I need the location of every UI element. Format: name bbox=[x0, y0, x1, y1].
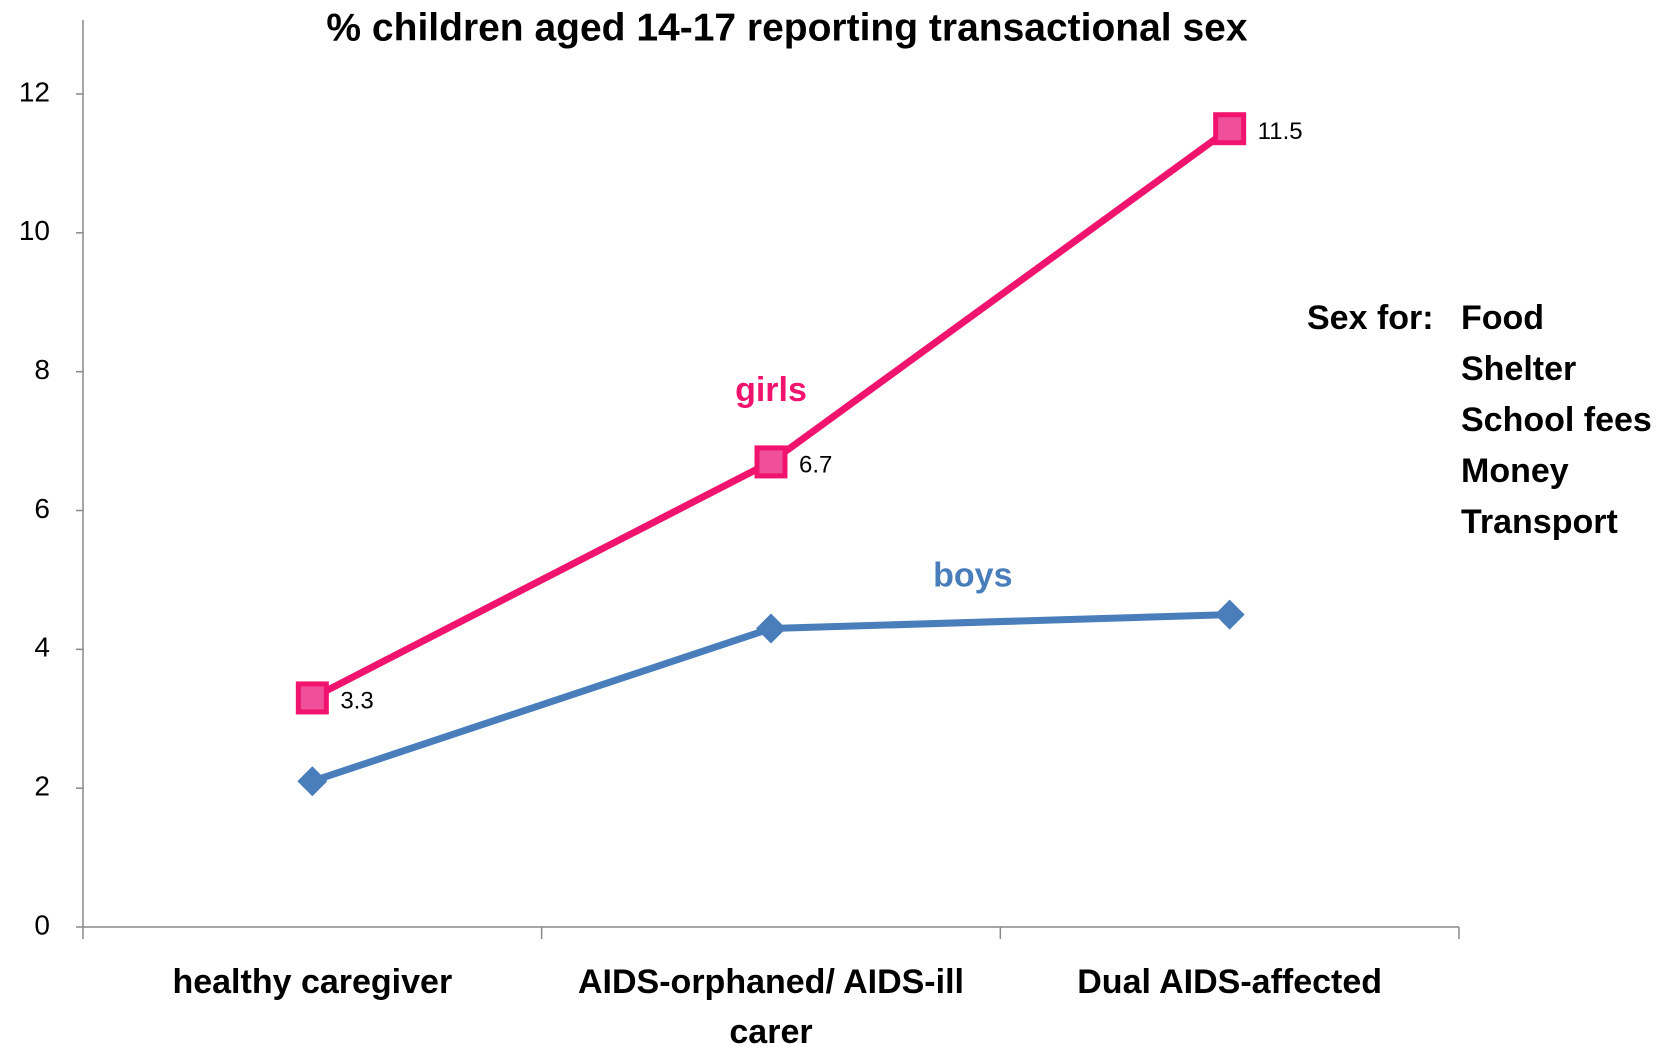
y-tick-label: 12 bbox=[19, 76, 50, 107]
annotation-item: Transport bbox=[1461, 503, 1618, 541]
annotation-item: Money bbox=[1461, 452, 1569, 490]
marker bbox=[1214, 599, 1245, 630]
x-tick-label: Dual AIDS-affected bbox=[1077, 963, 1383, 1001]
series-label: boys bbox=[933, 556, 1012, 594]
marker bbox=[297, 766, 328, 797]
annotation-item: School fees bbox=[1461, 401, 1652, 439]
marker bbox=[1213, 112, 1247, 146]
data-label: 11.5 bbox=[1258, 118, 1303, 145]
y-tick-label: 2 bbox=[34, 771, 50, 802]
y-tick-label: 6 bbox=[34, 493, 50, 524]
data-label: 6.7 bbox=[799, 451, 832, 478]
marker bbox=[295, 681, 329, 715]
y-tick-label: 10 bbox=[19, 215, 50, 246]
data-label: 3.3 bbox=[340, 687, 373, 714]
line-series bbox=[310, 125, 1232, 702]
annotation-label: Sex for: bbox=[1307, 299, 1434, 337]
x-tick-label: healthy caregiver bbox=[172, 963, 453, 1001]
marker bbox=[756, 613, 786, 644]
marker bbox=[754, 445, 788, 479]
x-tick-label: AIDS-orphaned/ AIDS-ill carer bbox=[578, 963, 964, 1051]
chart-title: % children aged 14-17 reporting transact… bbox=[326, 6, 1247, 49]
series-label: girls bbox=[735, 371, 807, 409]
annotation-item: Shelter bbox=[1461, 350, 1576, 388]
annotation-item: Food bbox=[1461, 299, 1544, 337]
y-tick-label: 0 bbox=[34, 909, 50, 940]
y-tick-label: 4 bbox=[34, 632, 50, 663]
y-tick-label: 8 bbox=[34, 354, 50, 385]
